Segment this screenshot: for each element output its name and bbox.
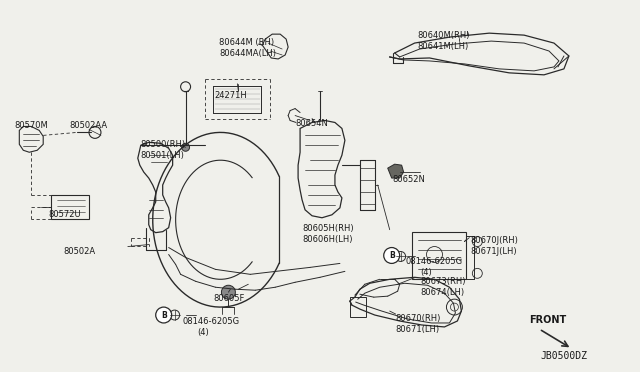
Text: (4): (4) xyxy=(420,268,432,278)
Text: 80501(LH): 80501(LH) xyxy=(141,151,185,160)
Text: (4): (4) xyxy=(198,328,209,337)
Text: 80670(RH): 80670(RH) xyxy=(396,314,441,323)
Text: 80644MA(LH): 80644MA(LH) xyxy=(220,49,276,58)
Text: 08146-6205G: 08146-6205G xyxy=(406,257,463,266)
Text: 80502A: 80502A xyxy=(63,247,95,256)
Text: 80670J(RH): 80670J(RH) xyxy=(470,235,518,245)
Text: 80606H(LH): 80606H(LH) xyxy=(302,235,353,244)
Text: 80644M (RH): 80644M (RH) xyxy=(220,38,275,47)
Text: 08146-6205G: 08146-6205G xyxy=(182,317,240,326)
Text: 80654N: 80654N xyxy=(295,119,328,128)
Text: 80502AA: 80502AA xyxy=(69,122,108,131)
Circle shape xyxy=(384,247,399,263)
Text: 80605F: 80605F xyxy=(214,294,245,303)
Text: B: B xyxy=(161,311,166,320)
Text: 80671J(LH): 80671J(LH) xyxy=(470,247,517,256)
Text: 80673(RH): 80673(RH) xyxy=(420,277,466,286)
Text: B: B xyxy=(389,251,395,260)
Circle shape xyxy=(156,307,172,323)
Text: 80500(RH): 80500(RH) xyxy=(141,140,186,149)
Text: 80572U: 80572U xyxy=(48,210,81,219)
Text: 24271H: 24271H xyxy=(214,91,247,100)
Text: 80640M(RH): 80640M(RH) xyxy=(417,31,470,40)
Text: FRONT: FRONT xyxy=(529,315,566,325)
Text: 80641M(LH): 80641M(LH) xyxy=(417,42,469,51)
Text: 80605H(RH): 80605H(RH) xyxy=(302,224,354,233)
Text: 80652N: 80652N xyxy=(393,175,426,184)
Text: JB0500DZ: JB0500DZ xyxy=(540,351,588,361)
Text: 80674(LH): 80674(LH) xyxy=(420,288,465,297)
Text: 80671(LH): 80671(LH) xyxy=(396,325,440,334)
Circle shape xyxy=(221,285,236,299)
PathPatch shape xyxy=(388,164,404,178)
Text: 80570M: 80570M xyxy=(14,122,48,131)
Circle shape xyxy=(182,143,189,151)
